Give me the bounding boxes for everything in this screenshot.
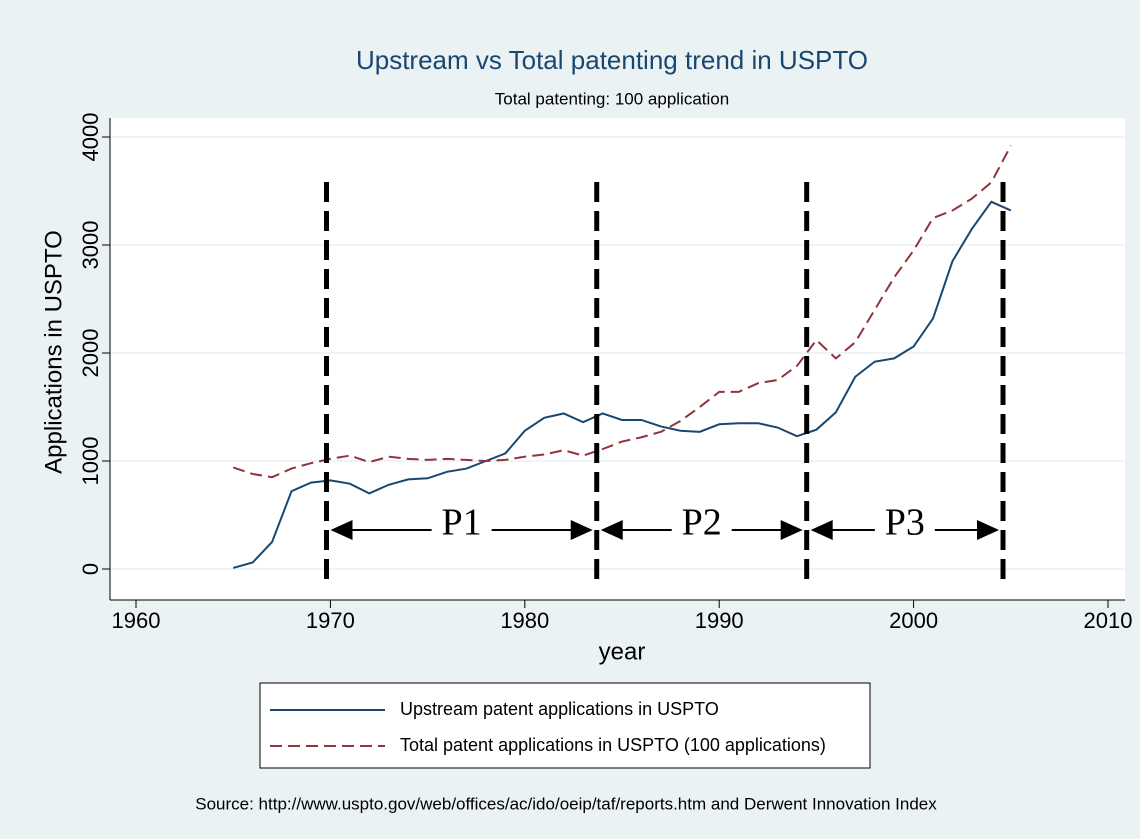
x-tick-label: 2010 (1084, 608, 1133, 633)
arrow-head (780, 520, 803, 540)
chart-subtitle: Total patenting: 100 application (495, 89, 729, 108)
y-tick-label: 2000 (78, 329, 103, 378)
x-tick-label: 1960 (112, 608, 161, 633)
y-tick-label: 3000 (78, 221, 103, 270)
y-tick-label: 1000 (78, 437, 103, 486)
x-tick-label: 1970 (306, 608, 355, 633)
arrow-head (330, 520, 353, 540)
arrow-head (570, 520, 593, 540)
legend-label: Total patent applications in USPTO (100 … (400, 735, 826, 755)
plot-area (110, 118, 1125, 600)
period-label: P2 (682, 502, 722, 544)
period-label: P1 (442, 502, 482, 544)
arrow-head (977, 520, 1000, 540)
series-line (232, 200, 1012, 569)
x-tick-label: 1980 (500, 608, 549, 633)
source-note: Source: http://www.uspto.gov/web/offices… (195, 794, 937, 813)
chart-title: Upstream vs Total patenting trend in USP… (356, 45, 868, 75)
arrow-head (810, 520, 833, 540)
arrow-head (600, 520, 623, 540)
x-tick-label: 1990 (695, 608, 744, 633)
series-line (232, 145, 1012, 479)
y-tick-label: 0 (78, 563, 103, 575)
y-axis-label: Applications in USPTO (40, 230, 67, 474)
x-tick-label: 2000 (889, 608, 938, 633)
y-tick-label: 4000 (78, 113, 103, 162)
x-axis-label: year (599, 638, 646, 665)
period-label: P3 (885, 502, 925, 544)
legend-label: Upstream patent applications in USPTO (400, 699, 719, 719)
legend (259, 682, 871, 769)
